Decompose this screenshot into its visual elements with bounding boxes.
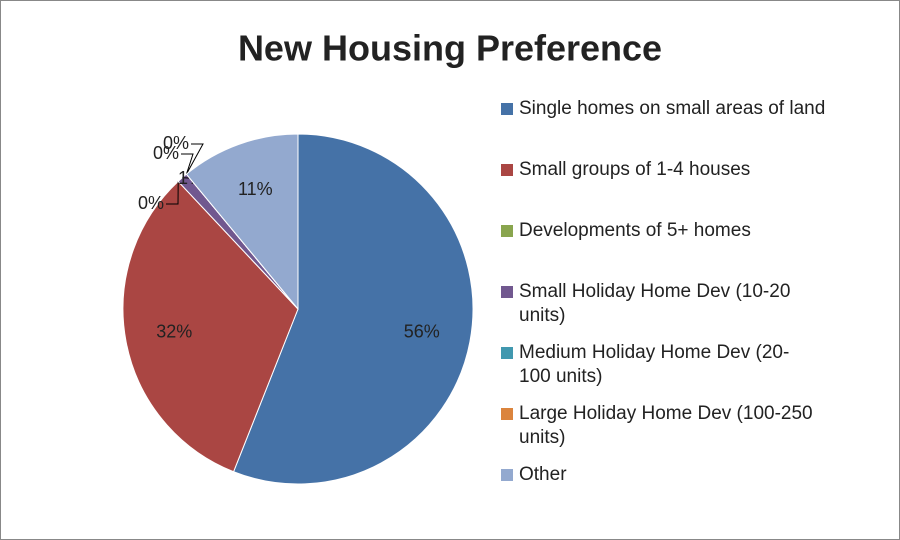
legend-item: Developments of 5+ homes [497, 219, 819, 280]
leader-line [166, 181, 179, 205]
legend-item: Medium Holiday Home Dev (20-100 units) [497, 341, 819, 402]
legend-label: Other [519, 464, 567, 485]
data-label: 0% [153, 143, 179, 163]
legend-swatch [501, 469, 513, 481]
legend-label: Large Holiday Home Dev (100-250 units) [519, 403, 813, 448]
legend-swatch [501, 286, 513, 298]
pie-slice [122, 180, 299, 473]
legend-item: Small Holiday Home Dev (10-20 units) [497, 280, 819, 341]
legend-item: Single homes on small areas of land [497, 97, 899, 158]
legend-swatch [501, 225, 513, 237]
legend-item: Large Holiday Home Dev (100-250 units) [497, 402, 819, 463]
legend-swatch [501, 347, 513, 359]
legend-swatch [501, 408, 513, 420]
legend-label: Small Holiday Home Dev (10-20 units) [519, 281, 791, 326]
chart-title: New Housing Preference [238, 28, 662, 69]
legend-label: Developments of 5+ homes [519, 220, 751, 241]
data-label: 0% [138, 193, 164, 213]
legend-label: Medium Holiday Home Dev (20-100 units) [519, 342, 790, 387]
legend-label: Small groups of 1-4 houses [519, 159, 751, 180]
legend: Single homes on small areas of land Small… [497, 97, 887, 524]
data-label: 11% [238, 179, 273, 199]
data-label: 0% [163, 133, 189, 153]
legend-label: Single homes on small areas of land [519, 98, 826, 119]
legend-item: Small groups of 1-4 houses [497, 158, 819, 219]
pie-slice [185, 133, 299, 311]
pie-slice [232, 133, 474, 485]
legend-swatch [501, 103, 513, 115]
data-label: 56% [404, 321, 440, 341]
legend-swatch [501, 164, 513, 176]
leader-line [181, 153, 194, 175]
leader-line [186, 143, 204, 175]
data-label: 32% [156, 321, 192, 341]
legend-item: Other [497, 463, 819, 524]
